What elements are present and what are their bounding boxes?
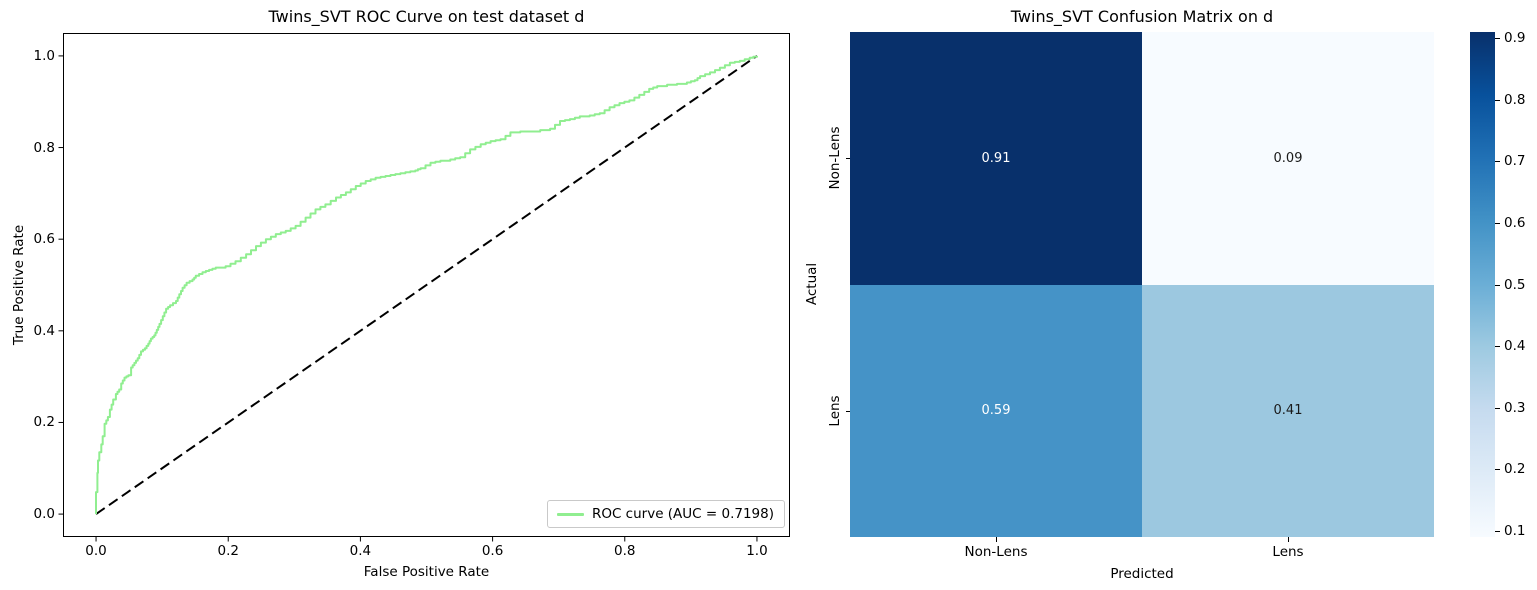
- roc-plot-area: [58, 33, 790, 542]
- roc-axes: ROC curve (AUC = 0.7198): [58, 33, 790, 542]
- cm-heatmap: 0.91 0.09 0.59 0.41: [850, 32, 1434, 537]
- cm-x-tick-label: Non-Lens: [964, 544, 1028, 560]
- colorbar-tick-mark: [1495, 346, 1500, 348]
- cm-y-tick-mark: [845, 158, 850, 160]
- roc-x-tick-label: 0.0: [85, 543, 107, 559]
- colorbar-tick-label: 0.5: [1504, 276, 1526, 293]
- roc-x-tick-label: 0.8: [614, 543, 636, 559]
- cm-cell-value: 0.91: [981, 150, 1011, 166]
- roc-y-tick-label: 1.0: [33, 47, 55, 64]
- roc-legend: ROC curve (AUC = 0.7198): [546, 500, 785, 528]
- colorbar-tick-mark: [1495, 99, 1500, 101]
- colorbar-tick-mark: [1495, 38, 1500, 40]
- cm-cell-lens-non-lens: 0.59: [850, 284, 1142, 537]
- colorbar-tick-mark: [1495, 284, 1500, 286]
- roc-y-tick-label: 0.2: [33, 414, 55, 431]
- roc-curve-line: [95, 55, 758, 515]
- roc-x-tick-label: 0.4: [349, 543, 372, 559]
- cm-x-tick-label: Lens: [1272, 544, 1304, 560]
- roc-xaxis-label: False Positive Rate: [363, 564, 490, 580]
- roc-legend-line-swatch: [556, 512, 584, 516]
- cm-cell-non-lens-non-lens: 0.91: [850, 32, 1142, 285]
- roc-y-tick-label: 0.8: [33, 139, 55, 156]
- colorbar-tick-label: 0.8: [1504, 91, 1526, 108]
- cm-cell-value: 0.59: [981, 403, 1011, 419]
- roc-x-tick-label: 0.6: [481, 543, 504, 559]
- colorbar-tick-label: 0.3: [1504, 399, 1526, 416]
- roc-x-tick-label: 1.0: [746, 543, 768, 559]
- cm-cell-lens-lens: 0.41: [1142, 284, 1434, 537]
- colorbar-tick-label: 0.9: [1504, 30, 1526, 47]
- cm-yaxis-label: Actual: [804, 262, 820, 306]
- colorbar-tick-mark: [1495, 530, 1500, 532]
- roc-y-tick-label: 0.0: [33, 506, 55, 523]
- roc-yaxis-label: True Positive Rate: [11, 224, 27, 346]
- cm-y-tick-label: Lens: [827, 395, 843, 427]
- colorbar-tick-label: 0.2: [1504, 461, 1526, 478]
- cm-y-tick-label: Non-Lens: [827, 126, 843, 190]
- roc-chance-diagonal-line: [95, 55, 758, 515]
- cm-title: Twins_SVT Confusion Matrix on d: [1010, 7, 1274, 26]
- colorbar-tick-mark: [1495, 222, 1500, 224]
- roc-legend-label: ROC curve (AUC = 0.7198): [591, 506, 774, 522]
- colorbar: [1470, 32, 1495, 537]
- colorbar-tick-label: 0.6: [1504, 214, 1526, 231]
- roc-axes-spines: [63, 33, 790, 537]
- cm-cell-non-lens-lens: 0.09: [1142, 32, 1434, 285]
- colorbar-tick-mark: [1495, 407, 1500, 409]
- roc-y-tick-label: 0.4: [33, 322, 55, 339]
- colorbar-tick-mark: [1495, 161, 1500, 163]
- cm-x-tick-mark: [996, 537, 997, 542]
- cm-x-tick-mark: [1288, 537, 1289, 542]
- cm-cell-value: 0.09: [1273, 150, 1303, 166]
- cm-xaxis-label: Predicted: [1110, 566, 1174, 582]
- roc-x-tick-label: 0.2: [217, 543, 239, 559]
- cm-cell-value: 0.41: [1273, 403, 1303, 419]
- colorbar-tick-mark: [1495, 469, 1500, 471]
- colorbar-tick-label: 0.1: [1504, 522, 1526, 539]
- cm-y-tick-mark: [845, 410, 850, 412]
- colorbar-tick-label: 0.4: [1504, 338, 1526, 355]
- colorbar-tick-label: 0.7: [1504, 153, 1526, 170]
- roc-y-tick-label: 0.6: [33, 231, 55, 248]
- roc-title: Twins_SVT ROC Curve on test dataset d: [268, 7, 585, 26]
